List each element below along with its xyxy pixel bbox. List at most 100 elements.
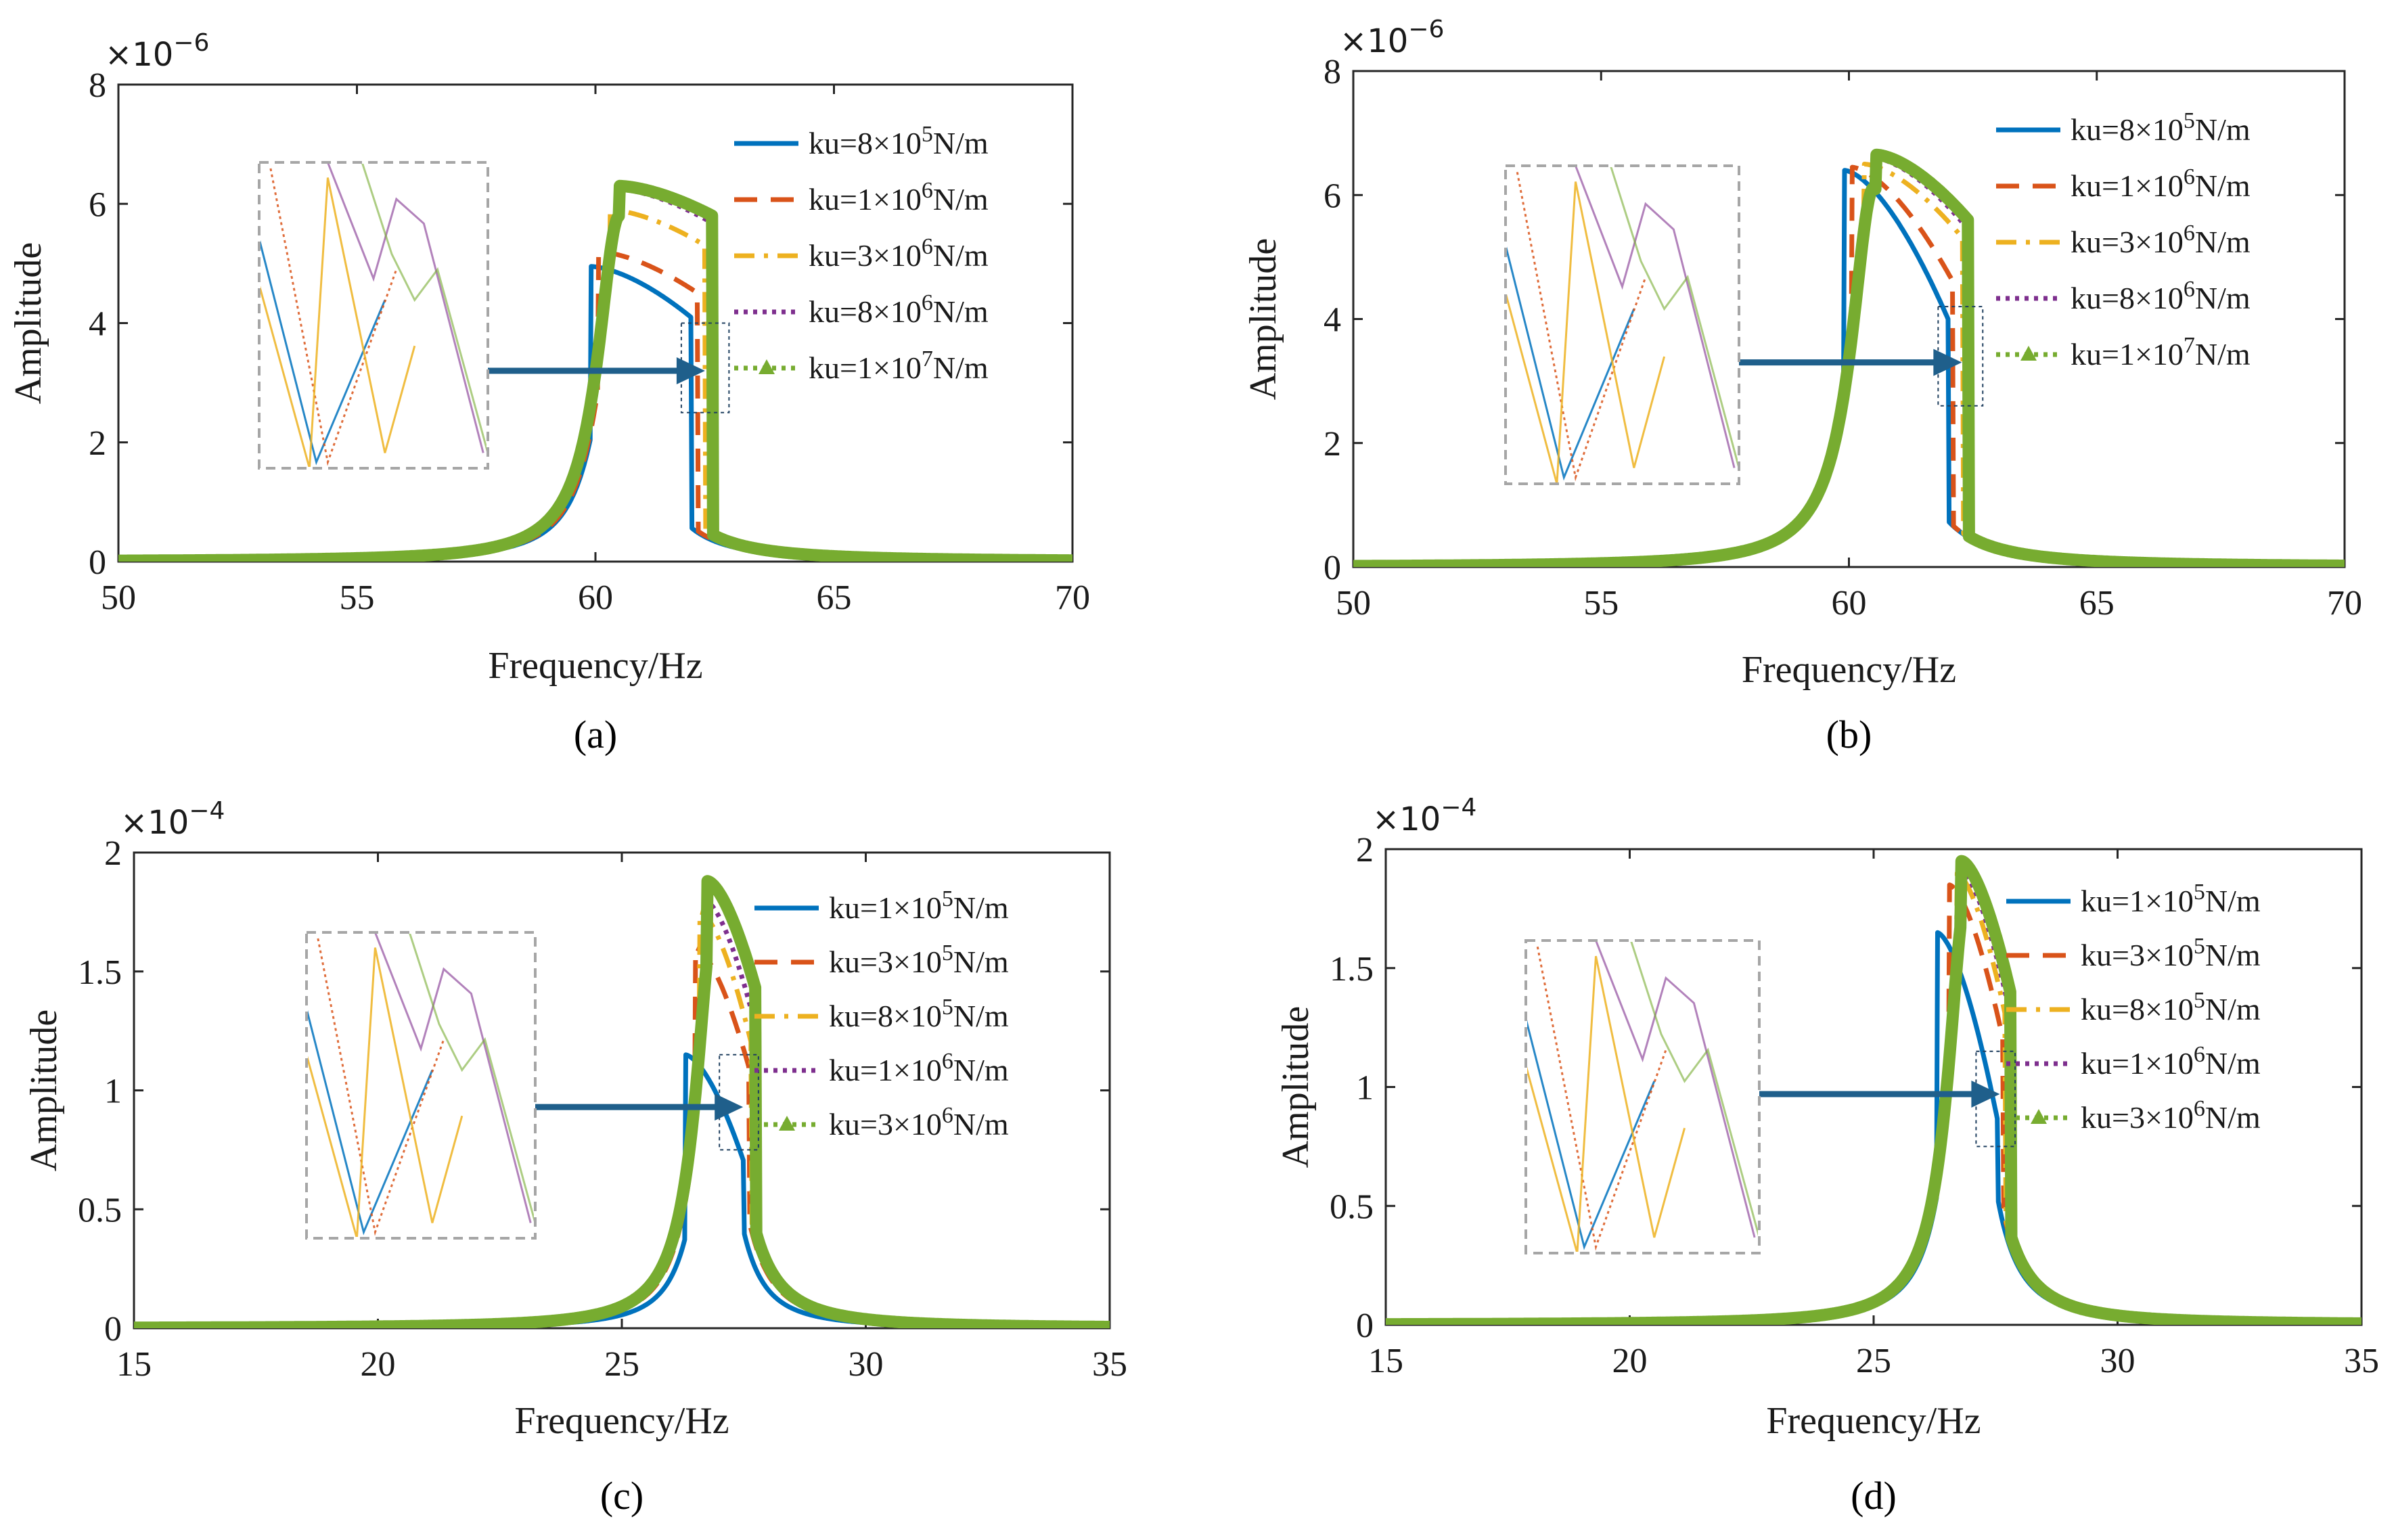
panel-label: (d) (1851, 1474, 1897, 1518)
legend-label-base: ku=1×10 (829, 1053, 942, 1087)
legend-label-base: ku=3×10 (809, 238, 922, 273)
axis-exponent: ×10−6 (105, 29, 209, 74)
legend-marker-4 (2031, 1109, 2047, 1124)
legend-label-1: ku=3×105N/m (829, 941, 1009, 979)
y-tick-label: 1 (104, 1072, 122, 1111)
series-line-0 (134, 1052, 1110, 1328)
legend-label-1: ku=1×106N/m (2071, 164, 2251, 203)
legend-label-base: ku=3×10 (2071, 225, 2184, 259)
legend-label-unit: N/m (933, 126, 989, 160)
inset-line-3 (327, 164, 484, 453)
zoom-arrowhead (1933, 348, 1962, 376)
legend-label-power: 6 (2184, 221, 2195, 246)
legend-label-2: ku=3×106N/m (2071, 221, 2251, 259)
legend-label-unit: N/m (2195, 112, 2251, 147)
legend-label-unit: N/m (2195, 281, 2251, 315)
legend-label-0: ku=1×105N/m (829, 886, 1009, 925)
legend-label-unit: N/m (953, 999, 1009, 1033)
legend-label-4: ku=1×107N/m (2071, 333, 2251, 371)
axis-exponent-base: ×10 (120, 804, 189, 842)
inset-frame (1504, 164, 1740, 485)
axis-exponent-base: ×10 (1340, 22, 1408, 60)
legend-label-base: ku=3×10 (2081, 938, 2194, 972)
legend-label-2: ku=8×105N/m (2081, 988, 2261, 1026)
axis-exponent: ×10−4 (120, 797, 225, 842)
chart-panel-2: 15 20 25 30 35 0 0.5 1 1.5 2×10−4 Frequency/Hz Ampl… (23, 797, 1127, 1518)
x-tick-label: 30 (849, 1345, 884, 1384)
legend-label-unit: N/m (933, 238, 989, 273)
x-tick-label: 55 (340, 579, 375, 617)
y-axis-label: Amplitude (1242, 238, 1284, 401)
legend-label-unit: N/m (2205, 938, 2261, 972)
legend-label-0: ku=8×105N/m (809, 122, 989, 160)
legend-label-base: ku=1×10 (809, 182, 922, 217)
legend-label-unit: N/m (933, 294, 989, 329)
legend-label-unit: N/m (2205, 1100, 2261, 1135)
inset-line-0 (1507, 246, 1635, 481)
y-tick-label: 0 (89, 543, 106, 582)
x-axis-label: Frequency/Hz (1742, 649, 1956, 691)
y-axis-label: Amplitude (7, 242, 49, 405)
series-line-4 (134, 875, 1110, 1328)
panel-label: (b) (1826, 712, 1872, 756)
legend-label-2: ku=8×105N/m (829, 995, 1009, 1033)
axis-exponent: ×10−6 (1340, 16, 1444, 60)
legend-label-base: ku=1×10 (2071, 337, 2184, 371)
x-tick-label: 30 (2100, 1342, 2135, 1380)
y-tick-label: 1.5 (78, 953, 122, 992)
legend-label-unit: N/m (933, 350, 989, 385)
chart-panel-0: 50 55 60 65 7002468×10−6Frequency/HzAmplitud… (7, 29, 1090, 756)
legend-label-power: 6 (942, 1049, 953, 1074)
x-tick-label: 50 (1336, 584, 1371, 622)
legend-label-unit: N/m (953, 1053, 1009, 1087)
legend-marker-4 (779, 1116, 795, 1131)
y-tick-label: 2 (1356, 831, 1374, 869)
legend-marker-4 (2020, 346, 2037, 361)
y-axis-label: Amplitude (23, 1010, 65, 1172)
legend-label-0: ku=8×105N/m (2071, 108, 2251, 147)
inset-line-1 (1516, 172, 1647, 482)
x-tick-label: 65 (2079, 584, 2115, 622)
legend-label-4: ku=1×107N/m (809, 346, 989, 385)
legend-label-power: 6 (922, 178, 933, 203)
y-tick-label: 2 (104, 834, 122, 873)
x-tick-label: 50 (101, 579, 136, 617)
legend-label-base: ku=3×10 (829, 1107, 942, 1141)
inset-line-1 (1536, 946, 1667, 1251)
inset-frame (305, 931, 537, 1240)
y-tick-label: 1 (1356, 1069, 1374, 1108)
x-tick-label: 60 (578, 579, 613, 617)
series-line-4 (1386, 855, 2361, 1325)
x-tick-label: 60 (1832, 584, 1867, 622)
panel-label: (c) (600, 1474, 643, 1518)
legend-label-unit: N/m (953, 945, 1009, 979)
legend-label-base: ku=1×10 (809, 350, 922, 385)
zoom-arrowhead (715, 1093, 744, 1121)
legend-label-unit: N/m (2205, 884, 2261, 918)
legend-label-3: ku=1×106N/m (2081, 1042, 2261, 1081)
legend-label-power: 5 (2184, 108, 2195, 133)
chart-panel-3: 15 20 25 30 35 0 0.5 1 1.5 2×10−4 Frequency/Hz Ampl… (1275, 794, 2379, 1518)
y-tick-label: 2 (1324, 425, 1341, 463)
x-tick-label: 15 (116, 1345, 152, 1384)
legend-label-4: ku=3×106N/m (829, 1103, 1009, 1141)
inset-lines (1527, 942, 1758, 1252)
legend-label-3: ku=1×106N/m (829, 1049, 1009, 1087)
x-tick-label: 25 (604, 1345, 639, 1384)
x-axis-label: Frequency/Hz (514, 1400, 729, 1442)
inset-line-3 (1575, 167, 1736, 468)
x-tick-label: 55 (1583, 584, 1619, 622)
legend-label-unit: N/m (933, 182, 989, 217)
inset-line-2 (308, 947, 464, 1237)
inset-line-0 (308, 1010, 434, 1236)
inset-line-4 (1610, 167, 1738, 467)
legend-label-power: 6 (922, 290, 933, 315)
x-tick-label: 20 (1612, 1342, 1648, 1380)
legend-label-base: ku=8×10 (809, 294, 922, 329)
inset-frame (1524, 939, 1761, 1254)
legend-label-2: ku=3×106N/m (809, 234, 989, 273)
inset-line-1 (317, 938, 445, 1236)
legend-label-base: ku=1×10 (829, 890, 942, 925)
legend-label-unit: N/m (2195, 168, 2251, 203)
